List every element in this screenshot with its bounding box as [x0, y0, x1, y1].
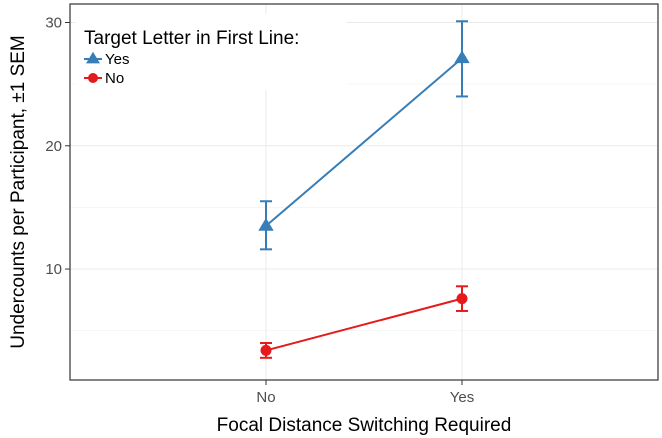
x-tick-label: No: [256, 389, 275, 406]
series-no: [260, 285, 468, 359]
legend-item-yes: Yes: [84, 51, 129, 68]
legend-label-no: No: [105, 70, 124, 87]
y-tick-label: 30: [45, 14, 62, 31]
data-point-yes: [258, 217, 274, 231]
legend-item-no: No: [84, 70, 124, 87]
y-tick-label: 10: [45, 261, 62, 278]
x-axis-title: Focal Distance Switching Required: [217, 415, 512, 436]
y-tick-label: 20: [45, 138, 62, 155]
series-line-yes: [265, 57, 463, 227]
legend-label-yes: Yes: [105, 51, 129, 68]
series-line-no: [265, 297, 463, 352]
y-axis: 10 20 30: [45, 14, 70, 278]
legend-title: Target Letter in First Line:: [84, 28, 299, 49]
legend-marker-no: [88, 73, 98, 83]
plot-border: [69, 3, 659, 381]
legend-background: [76, 14, 346, 90]
x-axis: No Yes: [256, 380, 474, 406]
legend-marker-yes: [86, 51, 100, 64]
legend: Target Letter in First Line: Yes No: [76, 14, 346, 90]
data-point-no: [456, 293, 468, 305]
y-axis-title: Undercounts per Participant, ±1 SEM: [8, 35, 29, 349]
data-point-yes: [454, 50, 470, 64]
data-point-no: [260, 344, 272, 356]
series: [258, 20, 470, 359]
x-tick-label: Yes: [450, 389, 474, 406]
series-yes: [258, 20, 470, 251]
